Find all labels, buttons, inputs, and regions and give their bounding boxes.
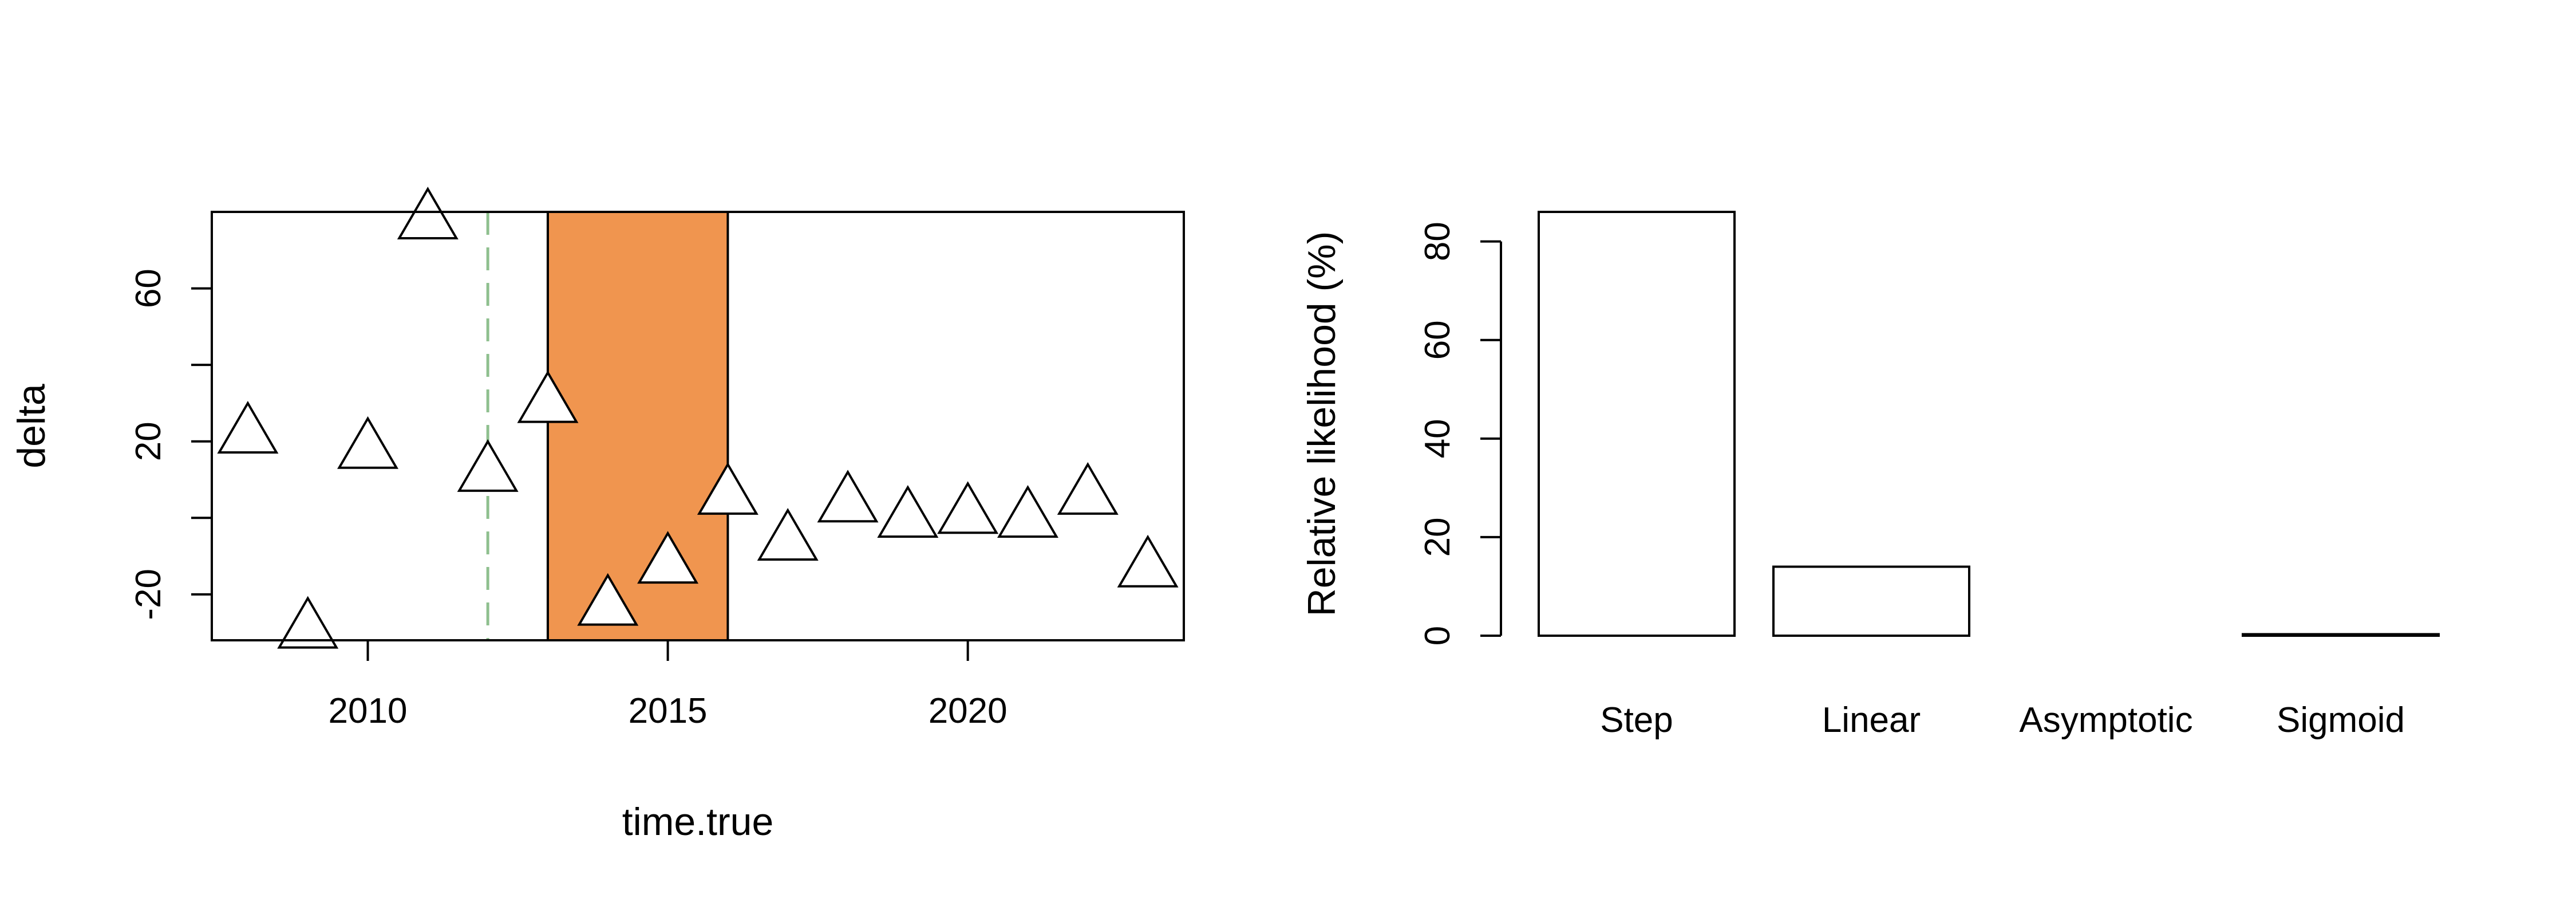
category-label-3: Sigmoid xyxy=(2277,700,2405,740)
data-point-1 xyxy=(277,596,339,649)
y-tick-label-4: 60 xyxy=(129,269,168,308)
data-point-14 xyxy=(1057,462,1119,515)
data-point-4 xyxy=(457,439,519,492)
data-point-8 xyxy=(697,462,758,515)
scatter-plot-area xyxy=(486,212,729,640)
x-tick-label-2: 2020 xyxy=(929,691,1008,731)
data-point-10 xyxy=(817,470,879,523)
bar-y-tick-label-0: 0 xyxy=(1418,626,1457,645)
bar-y-axis-title: Relative likelihood (%) xyxy=(1300,231,1344,617)
scatter-frame xyxy=(211,211,1185,641)
y-tick-label-2: 20 xyxy=(129,422,168,461)
x-tick-label-1: 2015 xyxy=(629,691,708,731)
bar-panel: Step Linear Asymptotic Sigmoid 0 20 40 60 80 Rela… xyxy=(1300,211,2440,740)
data-point-2 xyxy=(337,416,398,469)
y-tick-label-0: -20 xyxy=(129,569,168,620)
category-label-0: Step xyxy=(1600,700,1673,740)
scatter-panel: 2010 2015 2020 -20 20 60 time.true delta xyxy=(10,187,1185,844)
bar-y-tick-label-2: 40 xyxy=(1418,419,1457,458)
data-point-13 xyxy=(997,485,1058,538)
data-point-9 xyxy=(757,508,819,561)
bar-y-tick-label-4: 80 xyxy=(1418,222,1457,261)
x-tick-label-0: 2010 xyxy=(329,691,408,731)
y-axis-title: delta xyxy=(10,384,53,468)
shaded-interval xyxy=(546,212,729,640)
bar-linear xyxy=(1772,565,1970,637)
data-point-6 xyxy=(577,573,639,626)
x-axis-title: time.true xyxy=(622,800,774,844)
category-label-1: Linear xyxy=(1822,700,1921,740)
bar-step xyxy=(1538,211,1736,637)
category-label-2: Asymptotic xyxy=(2019,700,2192,740)
bar-y-tick-label-3: 60 xyxy=(1418,320,1457,360)
data-point-11 xyxy=(877,485,939,538)
data-point-12 xyxy=(937,481,999,534)
data-point-3 xyxy=(397,187,459,240)
bar-sigmoid xyxy=(2242,633,2440,637)
data-point-15 xyxy=(1117,534,1179,588)
bar-y-tick-label-1: 20 xyxy=(1418,517,1457,557)
data-point-7 xyxy=(637,531,699,584)
data-point-5 xyxy=(517,370,579,423)
data-point-0 xyxy=(217,401,279,454)
